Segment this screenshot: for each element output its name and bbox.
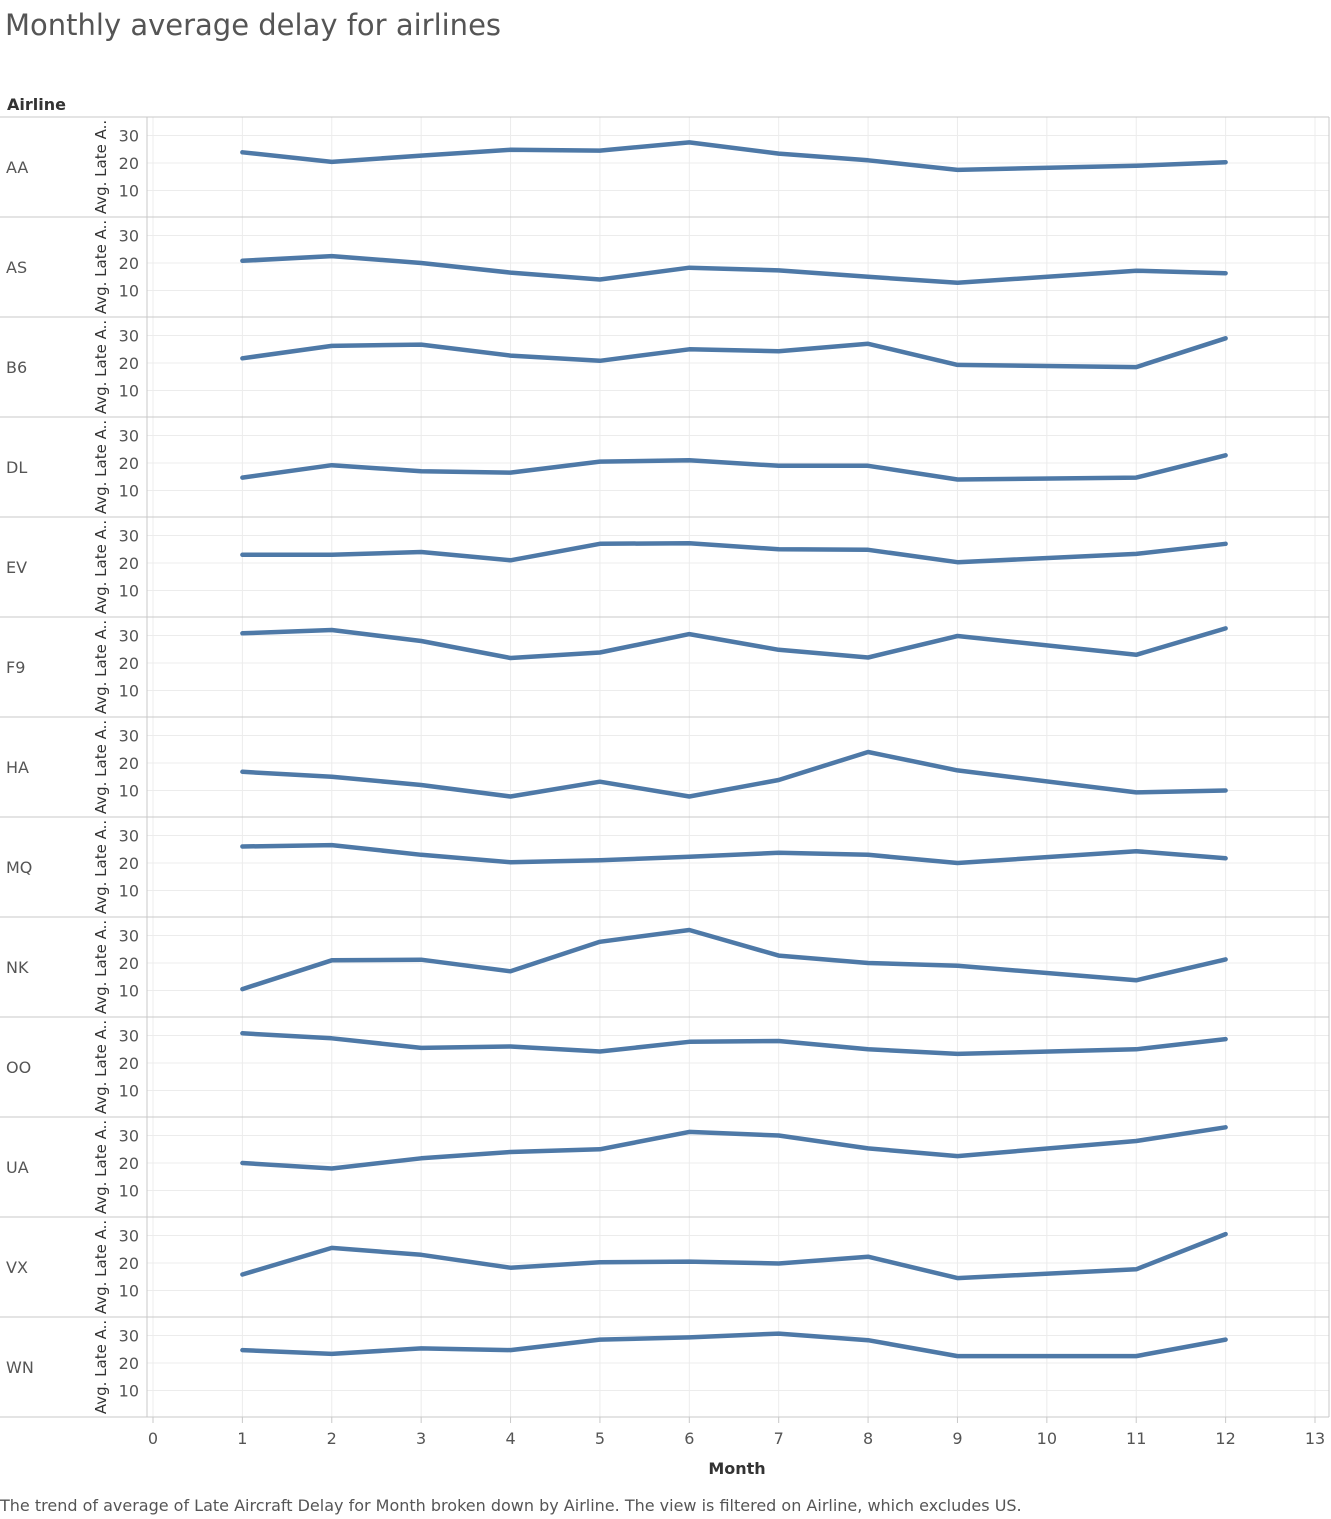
airline-label-ua: UA — [6, 1158, 29, 1177]
x-tick-label: 0 — [148, 1429, 158, 1448]
y-tick-label: 30 — [119, 427, 139, 446]
y-tick-label: 10 — [119, 482, 139, 501]
airline-label-nk: NK — [6, 958, 29, 977]
y-tick-label: 30 — [119, 127, 139, 146]
airline-label-ev: EV — [6, 558, 27, 577]
series-line-b6 — [240, 336, 1228, 370]
y-axis-title: Avg. Late A.. — [92, 720, 110, 814]
y-tick-label: 10 — [119, 582, 139, 601]
y-tick-label: 30 — [119, 1227, 139, 1246]
x-tick-label: 2 — [327, 1429, 337, 1448]
y-tick-label: 10 — [119, 282, 139, 301]
x-tick-label: 9 — [952, 1429, 962, 1448]
y-tick-label: 30 — [119, 227, 139, 246]
y-tick-label: 10 — [119, 782, 139, 801]
y-tick-label: 20 — [119, 854, 139, 873]
x-tick-label: 4 — [505, 1429, 515, 1448]
chart-caption: The trend of average of Late Aircraft De… — [0, 1496, 1022, 1515]
airline-label-b6: B6 — [6, 358, 27, 377]
airline-label-aa: AA — [6, 158, 28, 177]
series-line-nk — [240, 927, 1228, 992]
y-tick-label: 20 — [119, 1254, 139, 1273]
y-tick-label: 20 — [119, 1354, 139, 1373]
y-axis-title: Avg. Late A.. — [92, 320, 110, 414]
y-tick-label: 30 — [119, 727, 139, 746]
x-axis-title: Month — [708, 1459, 765, 1478]
y-tick-label: 10 — [119, 682, 139, 701]
airline-label-vx: VX — [6, 1258, 28, 1277]
y-tick-label: 20 — [119, 1154, 139, 1173]
series-line-f9 — [240, 626, 1228, 661]
series-line-dl — [240, 453, 1228, 482]
y-tick-label: 20 — [119, 754, 139, 773]
x-tick-label: 10 — [1037, 1429, 1057, 1448]
y-tick-label: 20 — [119, 354, 139, 373]
y-axis-title: Avg. Late A.. — [92, 220, 110, 314]
airline-label-wn: WN — [6, 1358, 34, 1377]
y-tick-label: 30 — [119, 827, 139, 846]
y-tick-label: 20 — [119, 154, 139, 173]
y-axis-title: Avg. Late A.. — [92, 1120, 110, 1214]
y-tick-label: 20 — [119, 254, 139, 273]
airline-label-f9: F9 — [6, 658, 25, 677]
x-tick-label: 1 — [237, 1429, 247, 1448]
y-tick-label: 20 — [119, 554, 139, 573]
x-tick-label: 7 — [774, 1429, 784, 1448]
airline-label-mq: MQ — [6, 858, 32, 877]
series-line-mq — [240, 842, 1228, 866]
series-line-ev — [240, 540, 1228, 565]
y-tick-label: 10 — [119, 882, 139, 901]
series-line-wn — [240, 1331, 1228, 1359]
y-axis-title: Avg. Late A.. — [92, 1020, 110, 1114]
y-tick-label: 10 — [119, 1382, 139, 1401]
x-tick-label: 11 — [1126, 1429, 1146, 1448]
series-line-ua — [240, 1125, 1228, 1171]
y-tick-label: 10 — [119, 1282, 139, 1301]
airline-label-as: AS — [6, 258, 27, 277]
y-axis-title: Avg. Late A.. — [92, 820, 110, 914]
y-axis-title: Avg. Late A.. — [92, 620, 110, 714]
x-tick-label: 8 — [863, 1429, 873, 1448]
series-line-ha — [240, 749, 1228, 799]
series-line-as — [240, 253, 1228, 286]
row-header-airline: Airline — [7, 95, 66, 114]
y-tick-label: 10 — [119, 382, 139, 401]
y-axis-title: Avg. Late A.. — [92, 120, 110, 214]
x-tick-label: 12 — [1215, 1429, 1235, 1448]
y-tick-label: 30 — [119, 1327, 139, 1346]
y-tick-label: 10 — [119, 1082, 139, 1101]
y-tick-label: 30 — [119, 327, 139, 346]
airline-label-oo: OO — [6, 1058, 31, 1077]
x-tick-label: 13 — [1305, 1429, 1325, 1448]
chart-title: Monthly average delay for airlines — [5, 8, 502, 42]
y-tick-label: 30 — [119, 627, 139, 646]
y-tick-label: 30 — [119, 1127, 139, 1146]
y-axis-title: Avg. Late A.. — [92, 420, 110, 514]
y-axis-title: Avg. Late A.. — [92, 1220, 110, 1314]
y-tick-label: 20 — [119, 654, 139, 673]
series-line-aa — [240, 140, 1228, 173]
y-tick-label: 30 — [119, 1027, 139, 1046]
x-tick-label: 5 — [595, 1429, 605, 1448]
y-tick-label: 30 — [119, 927, 139, 946]
y-axis-title: Avg. Late A.. — [92, 1320, 110, 1414]
y-tick-label: 10 — [119, 982, 139, 1001]
airline-label-ha: HA — [6, 758, 29, 777]
series-line-vx — [240, 1231, 1228, 1281]
x-tick-label: 6 — [684, 1429, 694, 1448]
y-tick-label: 10 — [119, 1182, 139, 1201]
y-tick-label: 30 — [119, 527, 139, 546]
y-tick-label: 10 — [119, 182, 139, 201]
series-line-oo — [240, 1031, 1228, 1057]
airline-label-dl: DL — [6, 458, 27, 477]
y-tick-label: 20 — [119, 954, 139, 973]
y-axis-title: Avg. Late A.. — [92, 920, 110, 1014]
x-tick-label: 3 — [416, 1429, 426, 1448]
y-tick-label: 20 — [119, 454, 139, 473]
y-axis-title: Avg. Late A.. — [92, 520, 110, 614]
y-tick-label: 20 — [119, 1054, 139, 1073]
